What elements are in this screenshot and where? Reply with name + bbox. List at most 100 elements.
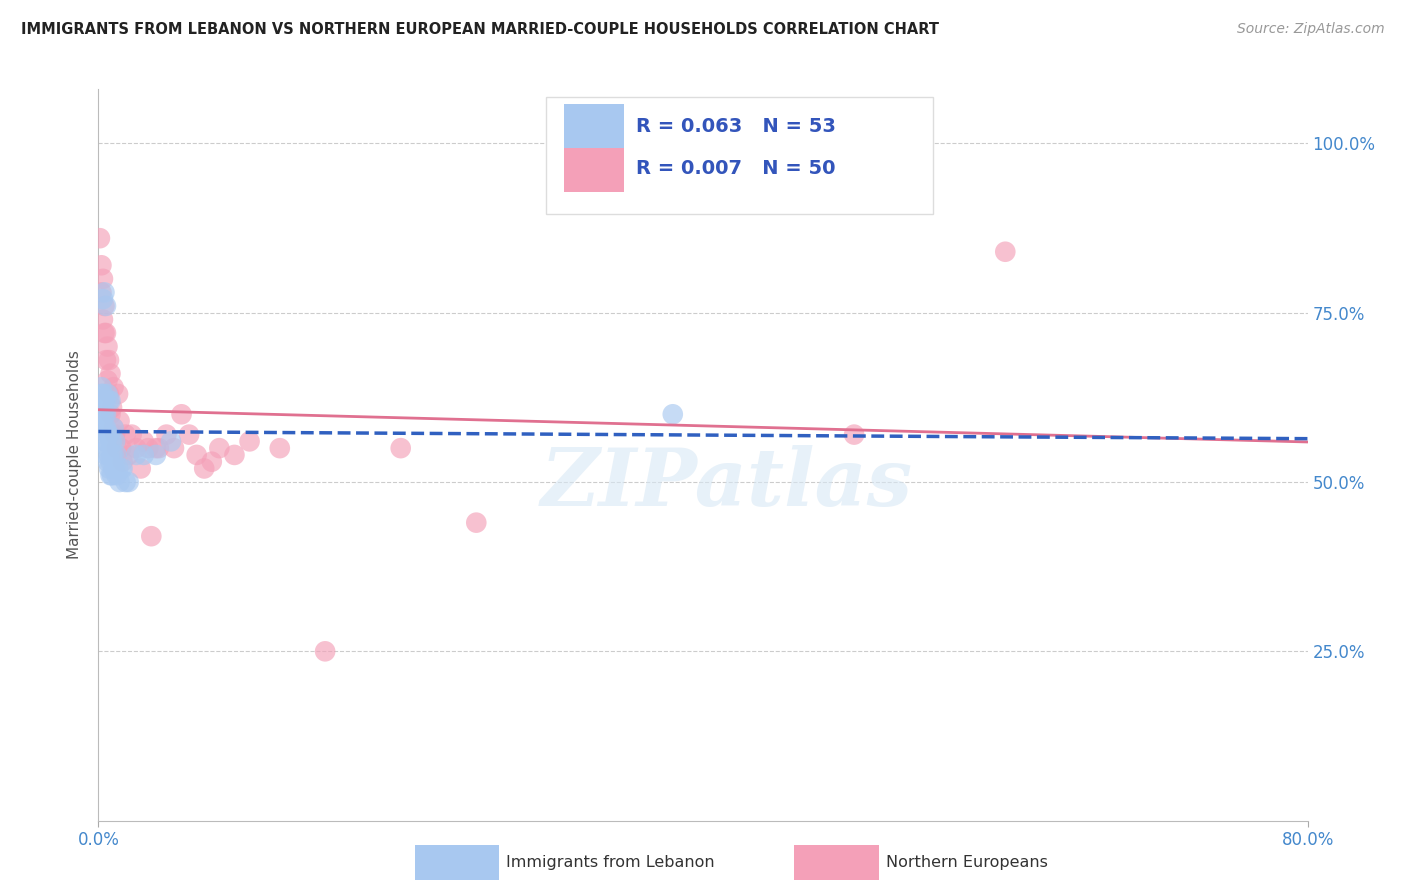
Point (121, 427, 143, 442)
Point (105, 441, 128, 455)
Point (108, 475, 131, 489)
Point (100, 393, 122, 408)
Point (125, 448, 148, 462)
Point (224, 448, 246, 462)
Point (111, 455, 134, 469)
Point (269, 441, 291, 455)
Point (114, 427, 136, 442)
Point (93, 285, 115, 300)
Point (98, 448, 121, 462)
Point (98, 393, 121, 408)
Point (90, 387, 112, 401)
Point (125, 441, 148, 455)
Point (100, 468, 122, 483)
Point (104, 461, 127, 475)
Point (91, 292, 114, 306)
Point (101, 401, 124, 415)
Y-axis label: Married-couple Households: Married-couple Households (67, 351, 83, 559)
Point (239, 434, 262, 449)
Point (107, 461, 129, 475)
Point (145, 441, 167, 455)
Point (129, 461, 152, 475)
Point (163, 441, 186, 455)
Point (186, 448, 208, 462)
Point (465, 516, 488, 530)
Point (104, 427, 127, 442)
Point (132, 448, 155, 462)
Point (141, 529, 163, 543)
Point (89, 231, 111, 245)
Point (118, 448, 141, 462)
Point (90, 258, 112, 272)
Point (179, 427, 201, 442)
Point (101, 448, 124, 462)
Text: Immigrants from Lebanon: Immigrants from Lebanon (506, 855, 714, 870)
Point (94, 393, 117, 408)
Point (94, 421, 117, 435)
Point (90, 285, 112, 300)
FancyBboxPatch shape (564, 103, 624, 148)
Text: R = 0.007   N = 50: R = 0.007 N = 50 (637, 159, 837, 178)
Point (100, 367, 122, 381)
Point (193, 461, 215, 475)
Point (103, 380, 125, 394)
Point (155, 427, 177, 442)
Point (100, 455, 122, 469)
Point (94, 353, 117, 368)
Point (994, 244, 1017, 259)
Point (96, 455, 118, 469)
Point (101, 434, 124, 449)
Point (170, 407, 193, 421)
Point (96, 427, 118, 442)
Point (96, 373, 118, 387)
Point (98, 427, 121, 442)
Point (110, 461, 132, 475)
Point (91, 312, 114, 326)
Point (100, 434, 122, 449)
Point (201, 455, 224, 469)
Point (90, 380, 112, 394)
Point (160, 434, 183, 449)
FancyBboxPatch shape (546, 96, 932, 213)
Point (98, 353, 121, 368)
Point (93, 421, 115, 435)
Point (94, 434, 117, 449)
Point (94, 326, 117, 340)
Point (93, 326, 115, 340)
Point (96, 340, 118, 354)
Point (110, 441, 132, 455)
Point (100, 407, 122, 421)
Point (661, 407, 683, 421)
Point (96, 441, 118, 455)
FancyBboxPatch shape (564, 148, 624, 192)
Point (103, 421, 125, 435)
Point (107, 387, 129, 401)
Text: R = 0.063   N = 53: R = 0.063 N = 53 (637, 117, 837, 136)
Point (91, 272, 114, 286)
Point (91, 393, 114, 408)
Point (136, 441, 159, 455)
Text: Northern Europeans: Northern Europeans (886, 855, 1047, 870)
Point (105, 448, 128, 462)
Point (389, 441, 412, 455)
Point (101, 468, 124, 483)
Point (103, 421, 125, 435)
Point (105, 468, 128, 483)
Point (93, 434, 115, 449)
Point (96, 387, 118, 401)
Point (98, 387, 121, 401)
Point (94, 407, 117, 421)
Point (94, 299, 117, 313)
Point (98, 461, 121, 475)
Point (91, 387, 114, 401)
Point (132, 434, 155, 449)
Point (90, 401, 112, 415)
Point (93, 299, 115, 313)
Point (208, 441, 231, 455)
Point (91, 407, 114, 421)
Point (148, 441, 170, 455)
Point (118, 475, 141, 489)
Point (844, 427, 866, 442)
Text: IMMIGRANTS FROM LEBANON VS NORTHERN EUROPEAN MARRIED-COUPLE HOUSEHOLDS CORRELATI: IMMIGRANTS FROM LEBANON VS NORTHERN EURO… (21, 22, 939, 37)
Point (103, 448, 125, 462)
